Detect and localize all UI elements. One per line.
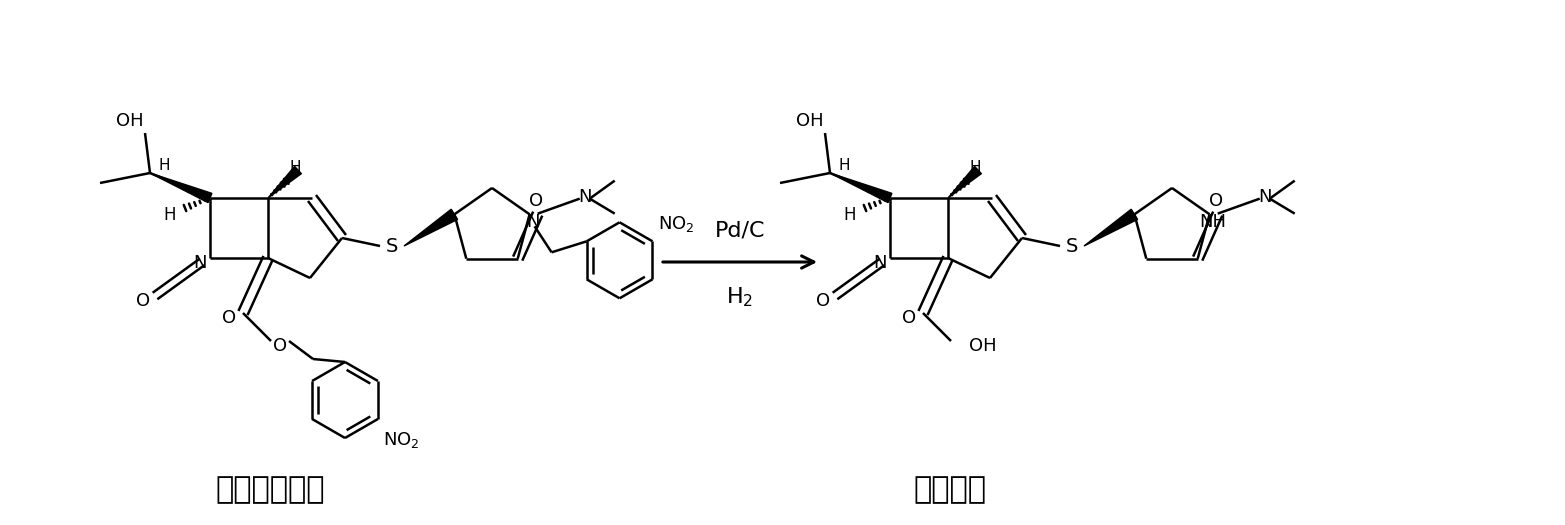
Text: O: O <box>222 309 236 327</box>
Text: NH: NH <box>1199 213 1225 232</box>
Text: N: N <box>526 213 540 232</box>
Text: O: O <box>815 292 829 310</box>
Text: H: H <box>839 158 850 173</box>
Text: 保护美罗培南: 保护美罗培南 <box>216 476 326 505</box>
Text: O: O <box>136 292 150 310</box>
Text: Pd/C: Pd/C <box>715 220 765 240</box>
Text: H: H <box>969 161 981 175</box>
Text: N: N <box>873 254 887 272</box>
Text: OH: OH <box>116 112 144 130</box>
Polygon shape <box>1085 209 1138 246</box>
Polygon shape <box>404 209 457 246</box>
Text: OH: OH <box>969 337 997 355</box>
Text: H: H <box>158 158 169 173</box>
Text: S: S <box>1066 236 1078 256</box>
Text: O: O <box>901 309 916 327</box>
Text: S: S <box>387 236 398 256</box>
Polygon shape <box>948 166 981 198</box>
Polygon shape <box>268 166 302 198</box>
Text: H: H <box>164 206 177 224</box>
Text: O: O <box>529 192 543 209</box>
Text: H$_2$: H$_2$ <box>726 285 754 309</box>
Text: OH: OH <box>797 112 823 130</box>
Text: O: O <box>1208 192 1222 209</box>
Text: H: H <box>290 161 300 175</box>
Polygon shape <box>829 173 892 203</box>
Polygon shape <box>150 173 211 203</box>
Text: N: N <box>577 187 592 206</box>
Text: NO$_2$: NO$_2$ <box>657 214 695 234</box>
Text: O: O <box>272 337 286 355</box>
Text: N: N <box>1258 187 1271 206</box>
Text: NO$_2$: NO$_2$ <box>383 430 419 450</box>
Text: H: H <box>844 206 856 224</box>
Text: N: N <box>192 254 207 272</box>
Text: 美罗培南: 美罗培南 <box>914 476 986 505</box>
